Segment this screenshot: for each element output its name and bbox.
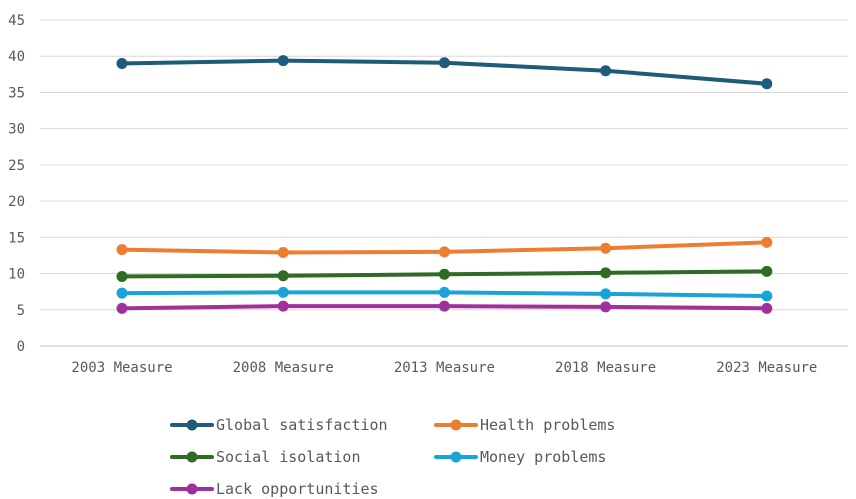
legend-swatch-marker bbox=[450, 451, 462, 463]
data-point bbox=[116, 270, 128, 282]
data-point bbox=[116, 244, 128, 256]
x-tick-label: 2013 Measure bbox=[394, 360, 495, 376]
data-point bbox=[277, 286, 289, 298]
data-point bbox=[761, 290, 773, 302]
data-point bbox=[600, 267, 612, 279]
legend-swatch-marker bbox=[186, 451, 198, 463]
y-tick-label: 15 bbox=[8, 230, 25, 246]
data-point bbox=[277, 300, 289, 312]
y-tick-label: 0 bbox=[17, 339, 25, 355]
x-tick-label: 2023 Measure bbox=[716, 360, 817, 376]
plot-area bbox=[116, 55, 773, 314]
legend-item: Health problems bbox=[434, 416, 615, 434]
data-point bbox=[116, 287, 128, 299]
data-point bbox=[600, 242, 612, 254]
y-tick-label: 5 bbox=[17, 303, 25, 319]
legend: Global satisfaction Health problems Social… bbox=[170, 416, 615, 498]
series-4 bbox=[116, 300, 773, 314]
data-point bbox=[600, 65, 612, 77]
x-tick-label: 2008 Measure bbox=[233, 360, 334, 376]
data-point bbox=[600, 301, 612, 313]
legend-swatch-marker bbox=[186, 419, 198, 431]
y-tick-label: 25 bbox=[8, 158, 25, 174]
gridlines bbox=[40, 19, 848, 347]
data-point bbox=[438, 300, 450, 312]
legend-label: Money problems bbox=[480, 448, 606, 466]
x-tick-label: 2003 Measure bbox=[71, 360, 172, 376]
y-axis: 0 5 10 15 20 25 30 35 40 45 bbox=[8, 13, 25, 355]
y-tick-label: 45 bbox=[8, 13, 25, 29]
data-point bbox=[116, 302, 128, 314]
y-tick-label: 30 bbox=[8, 122, 25, 138]
data-point bbox=[761, 302, 773, 314]
y-tick-label: 40 bbox=[8, 49, 25, 65]
y-tick-label: 20 bbox=[8, 194, 25, 210]
legend-swatch-marker bbox=[450, 419, 462, 431]
legend-item: Lack opportunities bbox=[170, 480, 379, 498]
data-point bbox=[277, 55, 289, 67]
series-0 bbox=[116, 55, 773, 90]
data-point bbox=[600, 288, 612, 300]
data-point bbox=[438, 57, 450, 69]
data-point bbox=[438, 246, 450, 258]
data-point bbox=[116, 57, 128, 69]
data-point bbox=[438, 268, 450, 280]
y-tick-label: 10 bbox=[8, 267, 25, 283]
data-point bbox=[277, 247, 289, 259]
data-point bbox=[761, 265, 773, 277]
legend-label: Health problems bbox=[480, 416, 615, 434]
x-axis: 2003 Measure 2008 Measure 2013 Measure 2018… bbox=[71, 360, 817, 376]
series-3 bbox=[116, 286, 773, 302]
legend-item: Money problems bbox=[434, 448, 606, 466]
legend-label: Global satisfaction bbox=[216, 416, 388, 434]
data-point bbox=[438, 286, 450, 298]
data-point bbox=[761, 78, 773, 90]
data-point bbox=[761, 236, 773, 248]
series-1 bbox=[116, 236, 773, 259]
legend-item: Global satisfaction bbox=[170, 416, 388, 434]
legend-swatch-marker bbox=[186, 483, 198, 495]
data-point bbox=[277, 270, 289, 282]
legend-label: Lack opportunities bbox=[216, 480, 379, 498]
y-tick-label: 35 bbox=[8, 85, 25, 101]
series-2 bbox=[116, 265, 773, 282]
legend-label: Social isolation bbox=[216, 448, 361, 466]
legend-item: Social isolation bbox=[170, 448, 361, 466]
x-tick-label: 2018 Measure bbox=[555, 360, 656, 376]
